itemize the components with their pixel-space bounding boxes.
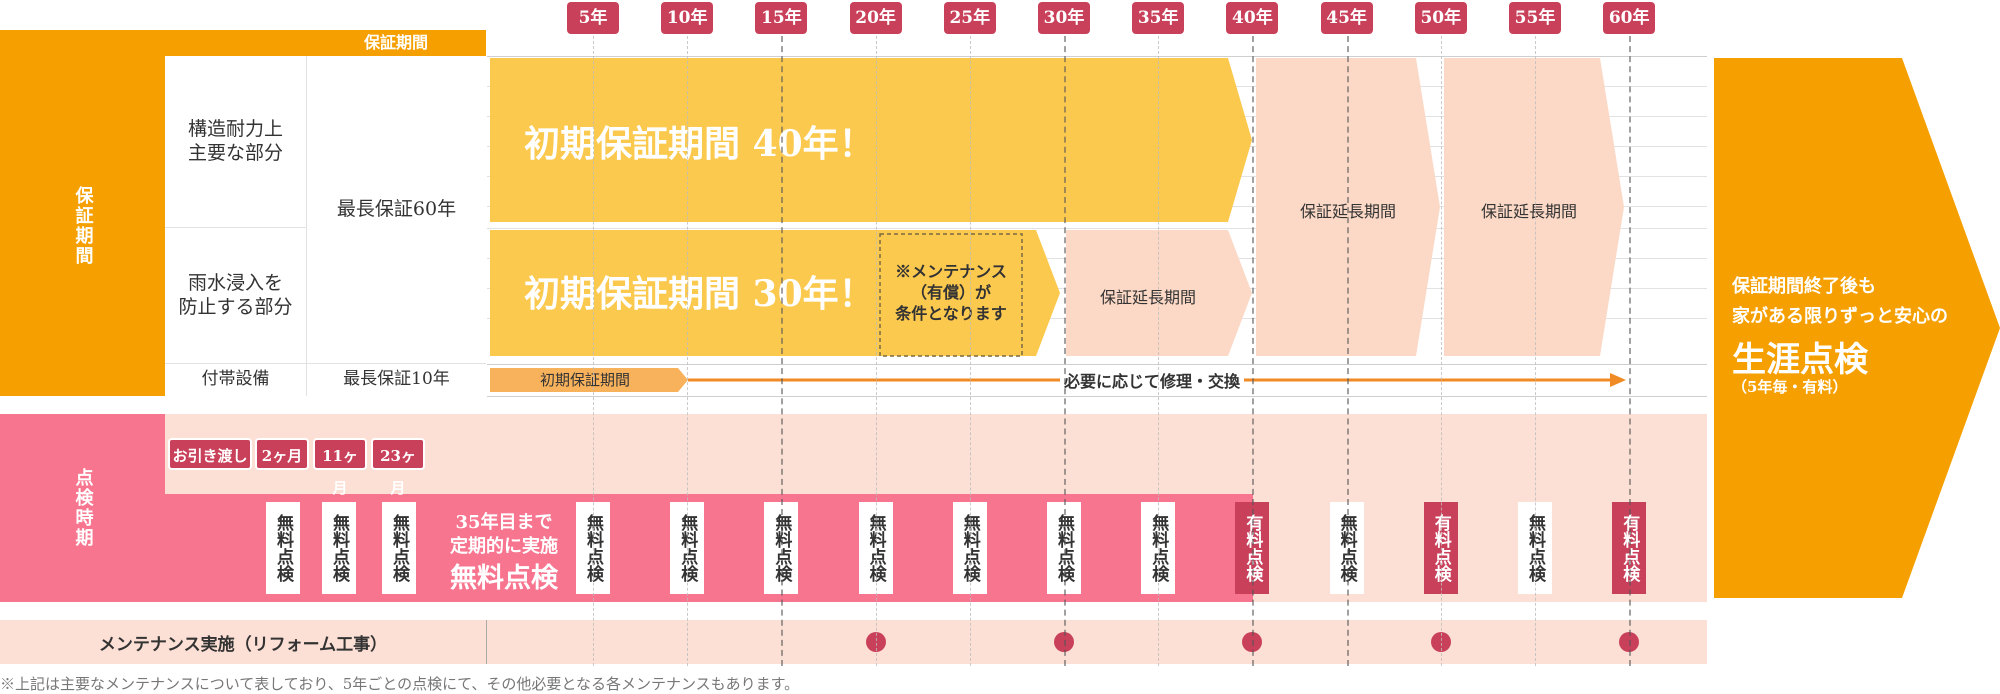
part-rainwater: 雨水浸入を 防止する部分 bbox=[165, 228, 306, 364]
free-inspection-11m: 無料点検 bbox=[322, 502, 356, 594]
initial-40-text: 初期保証期間 40年！ bbox=[524, 123, 875, 165]
badge-23months: 23ヶ月 bbox=[371, 438, 425, 497]
lifetime-line1: 保証期間終了後も bbox=[1732, 276, 1876, 297]
year-line-45 bbox=[1346, 36, 1349, 666]
year-badge-35: 35年 bbox=[1132, 2, 1185, 34]
year-badge-30: 30年 bbox=[1038, 2, 1090, 34]
footnote: ※上記は主要なメンテナンスについて表しており、5年ごとの点検にて、その他必要とな… bbox=[0, 675, 800, 693]
max-warranty-60: 最長保証60年 bbox=[306, 56, 486, 364]
year-badge-45: 45年 bbox=[1320, 2, 1373, 34]
extension-arrow-40b bbox=[1444, 58, 1624, 356]
year-line-25 bbox=[969, 36, 971, 666]
year-badge-25: 25年 bbox=[943, 2, 996, 34]
maintenance-note: ※メンテナンス （有償）が 条件となります bbox=[895, 262, 1007, 323]
initial-short-arrow bbox=[490, 368, 688, 392]
initial-40-arrow bbox=[490, 58, 1252, 222]
lifetime-line2: 家がある限りずっと安心の bbox=[1732, 306, 1948, 327]
lifetime-arrow bbox=[1714, 58, 2000, 598]
part-structure: 構造耐力上 主要な部分 bbox=[165, 56, 306, 228]
until35-line1: 35年目まで bbox=[455, 512, 553, 533]
maintenance-dashed-box bbox=[879, 233, 1023, 357]
header-left-bar bbox=[0, 30, 306, 56]
year-line-30 bbox=[1064, 36, 1066, 666]
extension-text-40b: 保証延長期間 bbox=[1480, 202, 1577, 221]
year-line-50 bbox=[1440, 36, 1442, 666]
lifetime-note: （5年毎・有料） bbox=[1732, 378, 1848, 396]
year-line-5 bbox=[593, 36, 594, 666]
until35-line3: 無料点検 bbox=[450, 563, 558, 594]
initial-short-text: 初期保証期間 bbox=[540, 371, 631, 389]
header-warranty-period: 保証期間 bbox=[306, 30, 486, 56]
year-badge-20: 20年 bbox=[849, 2, 902, 34]
maintenance-track bbox=[487, 620, 1707, 664]
year-line-55 bbox=[1535, 36, 1536, 666]
repair-text: 必要に応じて修理・交換 bbox=[1060, 368, 1245, 392]
warranty-vert-text: 保証期間 bbox=[72, 186, 94, 266]
inspection-vert-text: 点検時期 bbox=[72, 468, 94, 548]
part-equipment: 付帯設備 bbox=[165, 364, 306, 396]
grid-line bbox=[487, 56, 1707, 57]
max-warranty-10: 最長保証10年 bbox=[306, 364, 486, 396]
grid-line bbox=[487, 364, 1707, 365]
year-badge-50: 50年 bbox=[1414, 2, 1467, 34]
year-badge-15: 15年 bbox=[755, 2, 808, 34]
repair-arrow-head bbox=[1610, 373, 1626, 387]
lifetime-big: 生涯点検 bbox=[1732, 340, 1868, 380]
warranty-section-label: 保証期間 bbox=[0, 56, 165, 396]
year-badge-60: 60年 bbox=[1603, 2, 1656, 34]
year-badge-55: 55年 bbox=[1509, 2, 1561, 34]
year-line-60 bbox=[1629, 36, 1632, 666]
year-line-40 bbox=[1252, 36, 1255, 666]
extension-text-30: 保証延長期間 bbox=[1099, 288, 1196, 307]
badge-2months: 2ヶ月 bbox=[255, 438, 309, 470]
until35-line2: 定期的に実施 bbox=[450, 536, 558, 557]
year-badge-5: 5年 bbox=[567, 2, 619, 34]
year-line-35 bbox=[1158, 36, 1160, 666]
maintenance-label: メンテナンス実施（リフォーム工事） bbox=[98, 634, 388, 655]
badge-handover: お引き渡し bbox=[168, 438, 252, 470]
maintenance-label-cell: メンテナンス実施（リフォーム工事） bbox=[0, 620, 487, 664]
free-inspection-23m: 無料点検 bbox=[382, 502, 416, 594]
year-badge-10: 10年 bbox=[661, 2, 714, 34]
year-line-10 bbox=[687, 36, 689, 666]
grid-line bbox=[487, 396, 1707, 397]
grid-line bbox=[487, 228, 1707, 229]
inspection-section-label: 点検時期 bbox=[0, 414, 165, 602]
free-inspection-handover: 無料点検 bbox=[266, 502, 300, 594]
year-line-15 bbox=[781, 36, 784, 666]
year-badge-40: 40年 bbox=[1226, 2, 1279, 34]
initial-30-arrow bbox=[490, 230, 1060, 356]
year-line-20 bbox=[875, 36, 877, 666]
initial-30-text: 初期保証期間 30年！ bbox=[524, 273, 875, 315]
badge-11months: 11ヶ月 bbox=[313, 438, 367, 497]
